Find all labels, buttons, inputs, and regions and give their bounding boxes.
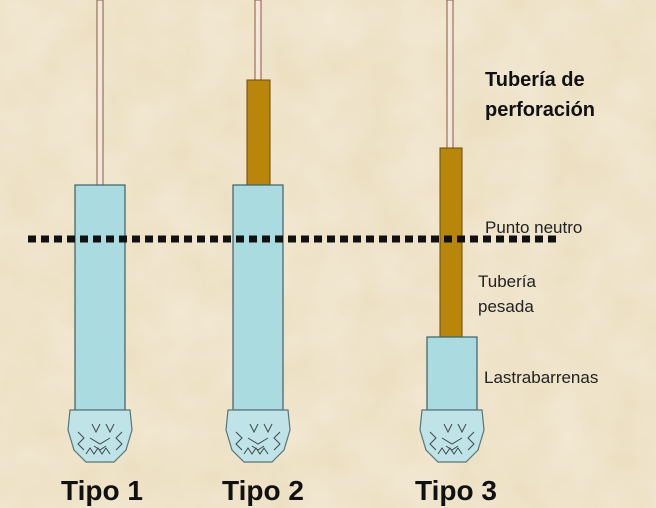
assembly-label: Tipo 1 <box>61 475 143 506</box>
assembly-label: Tipo 2 <box>222 475 304 506</box>
assembly-2: Tipo 2 <box>222 0 304 506</box>
drill-pipe <box>96 0 104 187</box>
drill-collar <box>426 336 478 411</box>
assembly-label: Tipo 3 <box>415 475 497 506</box>
drill-pipe <box>254 0 262 83</box>
annotation: Lastrabarrenas <box>484 368 598 387</box>
annotation: Tubería <box>478 272 537 291</box>
drill-bit <box>419 409 485 463</box>
annotation: Tubería de <box>485 69 585 91</box>
drill-bit <box>67 409 133 463</box>
heavy-pipe <box>246 79 271 187</box>
assembly-3: Tipo 3 <box>415 0 497 506</box>
annotation: pesada <box>478 297 534 316</box>
annotation: Punto neutro <box>485 218 582 237</box>
heavy-pipe <box>439 147 463 339</box>
drill-collar <box>232 184 284 411</box>
drill-bit <box>225 409 291 463</box>
assembly-1: Tipo 1 <box>61 0 143 506</box>
drill-collar <box>74 184 126 411</box>
drill-pipe <box>446 0 454 151</box>
annotation: perforación <box>485 99 595 121</box>
